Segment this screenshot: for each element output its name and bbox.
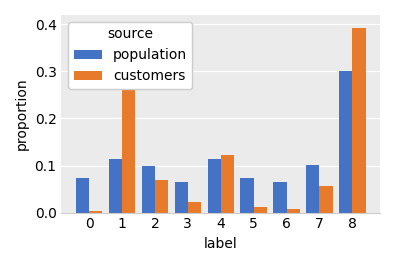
Bar — [320, 186, 333, 213]
Bar — [122, 67, 135, 213]
Bar — [142, 167, 155, 213]
Bar — [241, 178, 254, 213]
Bar — [339, 72, 352, 213]
Bar — [207, 159, 221, 213]
Y-axis label: proportion: proportion — [15, 77, 29, 150]
Bar — [273, 182, 286, 213]
Bar — [76, 178, 89, 213]
Bar — [89, 211, 102, 213]
Bar — [175, 181, 188, 213]
Bar — [221, 155, 234, 213]
Bar — [155, 180, 168, 213]
Bar — [306, 165, 320, 213]
Bar — [352, 28, 365, 213]
Bar — [254, 207, 267, 213]
X-axis label: label: label — [204, 237, 237, 251]
Legend: population, customers: population, customers — [68, 22, 192, 89]
Bar — [286, 209, 300, 213]
Bar — [188, 202, 201, 213]
Bar — [109, 159, 122, 213]
